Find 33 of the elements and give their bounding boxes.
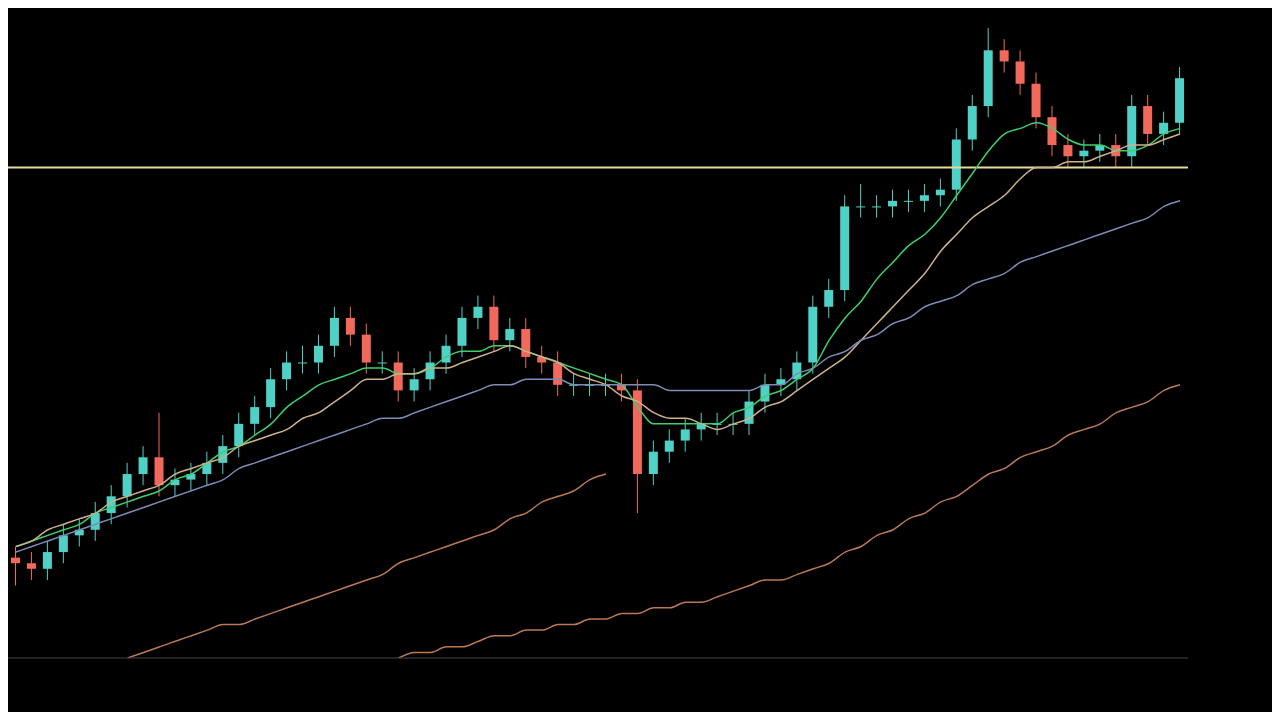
candlestick: [648, 440, 658, 486]
candlestick: [1079, 139, 1089, 168]
candlestick: [856, 183, 866, 219]
candlestick: [377, 350, 387, 375]
candlestick: [26, 551, 36, 581]
candlestick: [441, 334, 451, 375]
candlestick: [664, 428, 674, 464]
candlestick: [234, 412, 244, 458]
candlestick: [919, 183, 929, 213]
candlestick: [58, 523, 68, 564]
candlestick: [505, 317, 515, 352]
candlestick: [138, 445, 148, 486]
candlestick: [473, 295, 483, 330]
candlestick: [903, 189, 913, 213]
candlestick: [282, 350, 292, 391]
candlestick: [298, 345, 308, 375]
candlestick: [345, 306, 355, 347]
candlestick: [42, 540, 52, 581]
candlestick: [409, 367, 419, 403]
candlestick: [888, 189, 898, 219]
candlestick: [872, 194, 882, 219]
candlestick: [1159, 111, 1169, 146]
candlestick: [250, 395, 260, 436]
candlestick: [1063, 133, 1073, 168]
candlestick: [1015, 49, 1025, 96]
candlestick: [11, 546, 20, 587]
candlestick: [313, 334, 323, 375]
candlestick: [537, 345, 547, 375]
candlestick: [935, 178, 945, 207]
candlestick: [999, 38, 1009, 74]
candlestick: [824, 278, 834, 319]
candlestick: [122, 462, 132, 508]
candlestick: [680, 417, 690, 453]
